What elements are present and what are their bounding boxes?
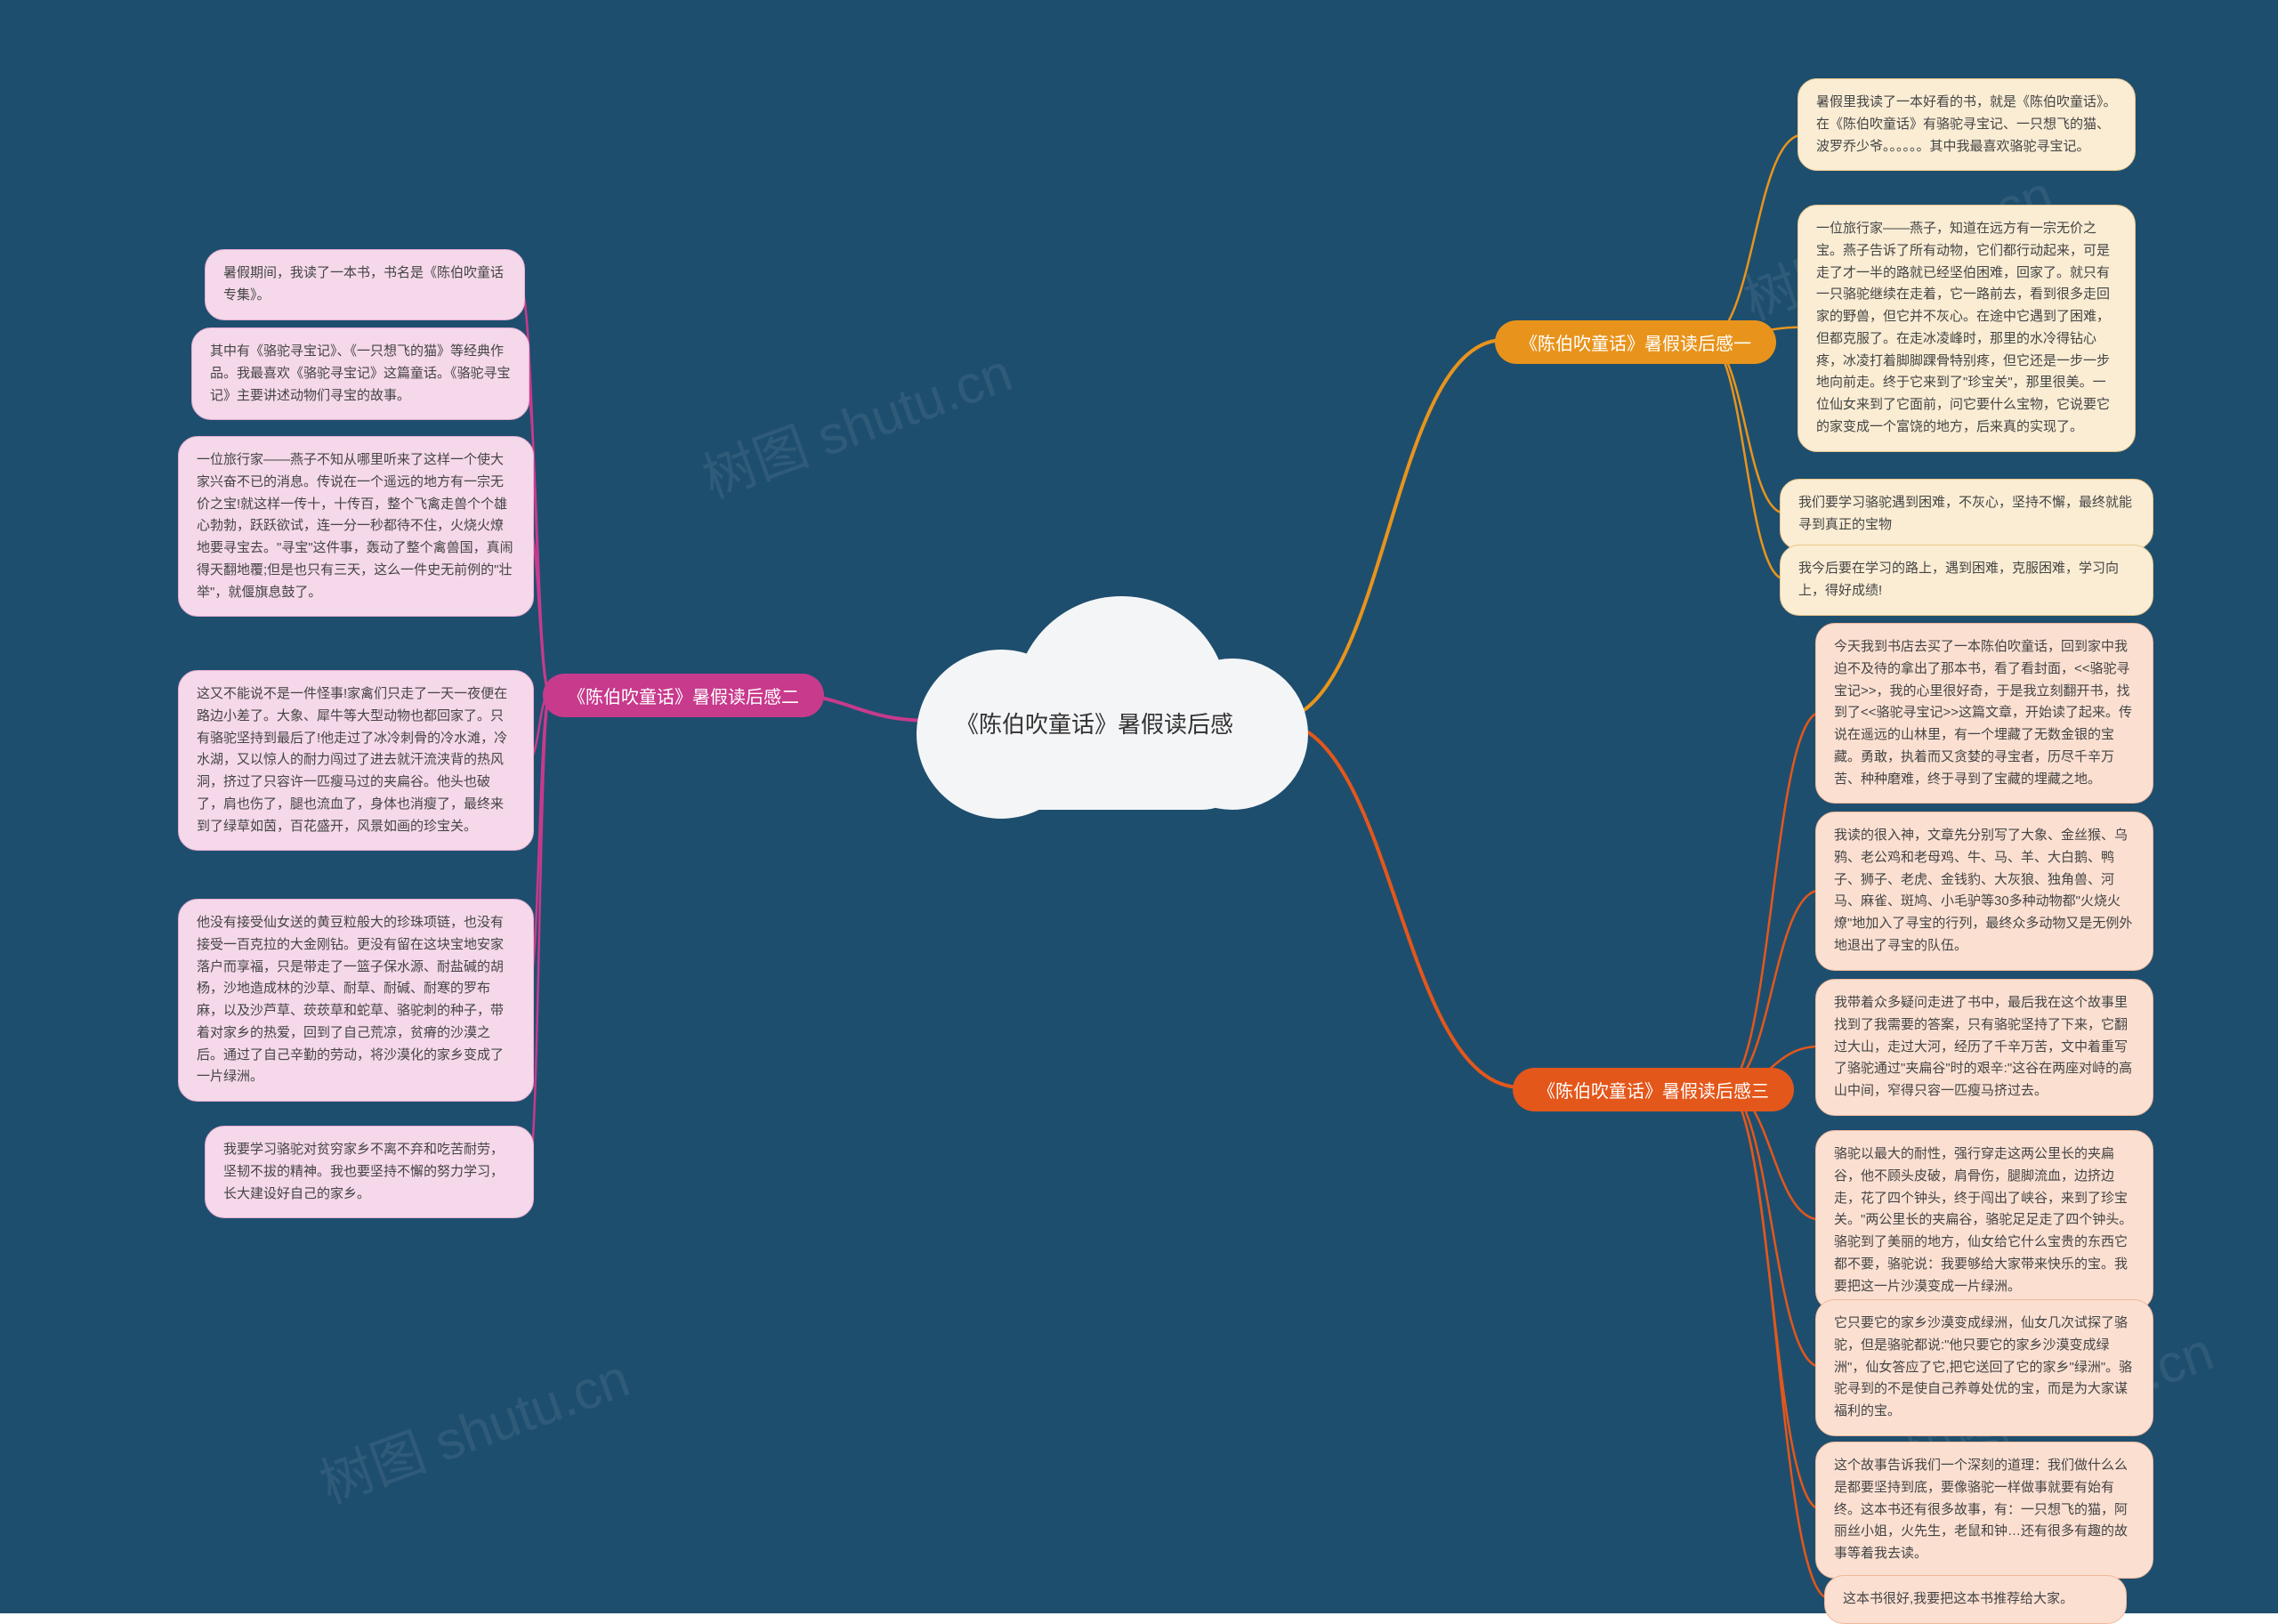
leaf-node[interactable]: 它只要它的家乡沙漠变成绿洲，仙女几次试探了骆驼，但是骆驼都说:"他只要它的家乡沙… [1815,1299,2153,1436]
leaf-node[interactable]: 我们要学习骆驼遇到困难，不灰心，坚持不懈，最终就能寻到真正的宝物 [1780,479,2153,550]
leaf-node[interactable]: 一位旅行家——燕子，知道在远方有一宗无价之宝。燕子告诉了所有动物，它们都行动起来… [1797,205,2136,452]
mindmap-canvas: 树图 shutu.cn树图 shutu.cn树图 shutu.cn树图 shut… [0,0,2278,1613]
leaf-node[interactable]: 我读的很入神，文章先分别写了大象、金丝猴、乌鸦、老公鸡和老母鸡、牛、马、羊、大白… [1815,812,2153,971]
leaf-node[interactable]: 其中有《骆驼寻宝记》、《一只想飞的猫》等经典作品。我最喜欢《骆驼寻宝记》这篇童话… [191,327,529,420]
leaf-node[interactable]: 暑假里我读了一本好看的书，就是《陈伯吹童话》。在《陈伯吹童话》有骆驼寻宝记、一只… [1797,78,2136,171]
leaf-node[interactable]: 骆驼以最大的耐性，强行穿走这两公里长的夹扁谷，他不顾头皮破，肩骨伤，腿脚流血，边… [1815,1130,2153,1311]
leaf-node[interactable]: 暑假期间，我读了一本书，书名是《陈伯吹童话专集》。 [205,249,525,320]
leaf-node[interactable]: 我带着众多疑问走进了书中，最后我在这个故事里找到了我需要的答案，只有骆驼坚持了下… [1815,979,2153,1116]
branch-node[interactable]: 《陈伯吹童话》暑假读后感二 [543,674,824,717]
center-title: 《陈伯吹童话》暑假读后感 [908,707,1281,742]
watermark: 树图 shutu.cn [308,1335,638,1518]
leaf-node[interactable]: 他没有接受仙女送的黄豆粒般大的珍珠项链，也没有接受一百克拉的大金刚钻。更没有留在… [178,899,534,1102]
leaf-node[interactable]: 我要学习骆驼对贫穷家乡不离不弃和吃苦耐劳，坚韧不拔的精神。我也要坚持不懈的努力学… [205,1126,534,1218]
leaf-node[interactable]: 一位旅行家——燕子不知从哪里听来了这样一个使大家兴奋不已的消息。传说在一个遥远的… [178,436,534,617]
branch-node[interactable]: 《陈伯吹童话》暑假读后感一 [1495,320,1776,364]
leaf-node[interactable]: 这个故事告诉我们一个深刻的道理：我们做什么么是都要坚持到底，要像骆驼一样做事就要… [1815,1442,2153,1579]
leaf-node[interactable]: 我今后要在学习的路上，遇到困难，克服困难，学习向上，得好成绩! [1780,545,2153,616]
leaf-node[interactable]: 这又不能说不是一件怪事!家禽们只走了一天一夜便在路边小差了。大象、犀牛等大型动物… [178,670,534,851]
leaf-node[interactable]: 今天我到书店去买了一本陈伯吹童话，回到家中我迫不及待的拿出了那本书，看了看封面，… [1815,623,2153,804]
watermark: 树图 shutu.cn [691,329,1021,513]
branch-node[interactable]: 《陈伯吹童话》暑假读后感三 [1513,1068,1794,1111]
leaf-node[interactable]: 这本书很好,我要把这本书推荐给大家。 [1824,1575,2127,1624]
